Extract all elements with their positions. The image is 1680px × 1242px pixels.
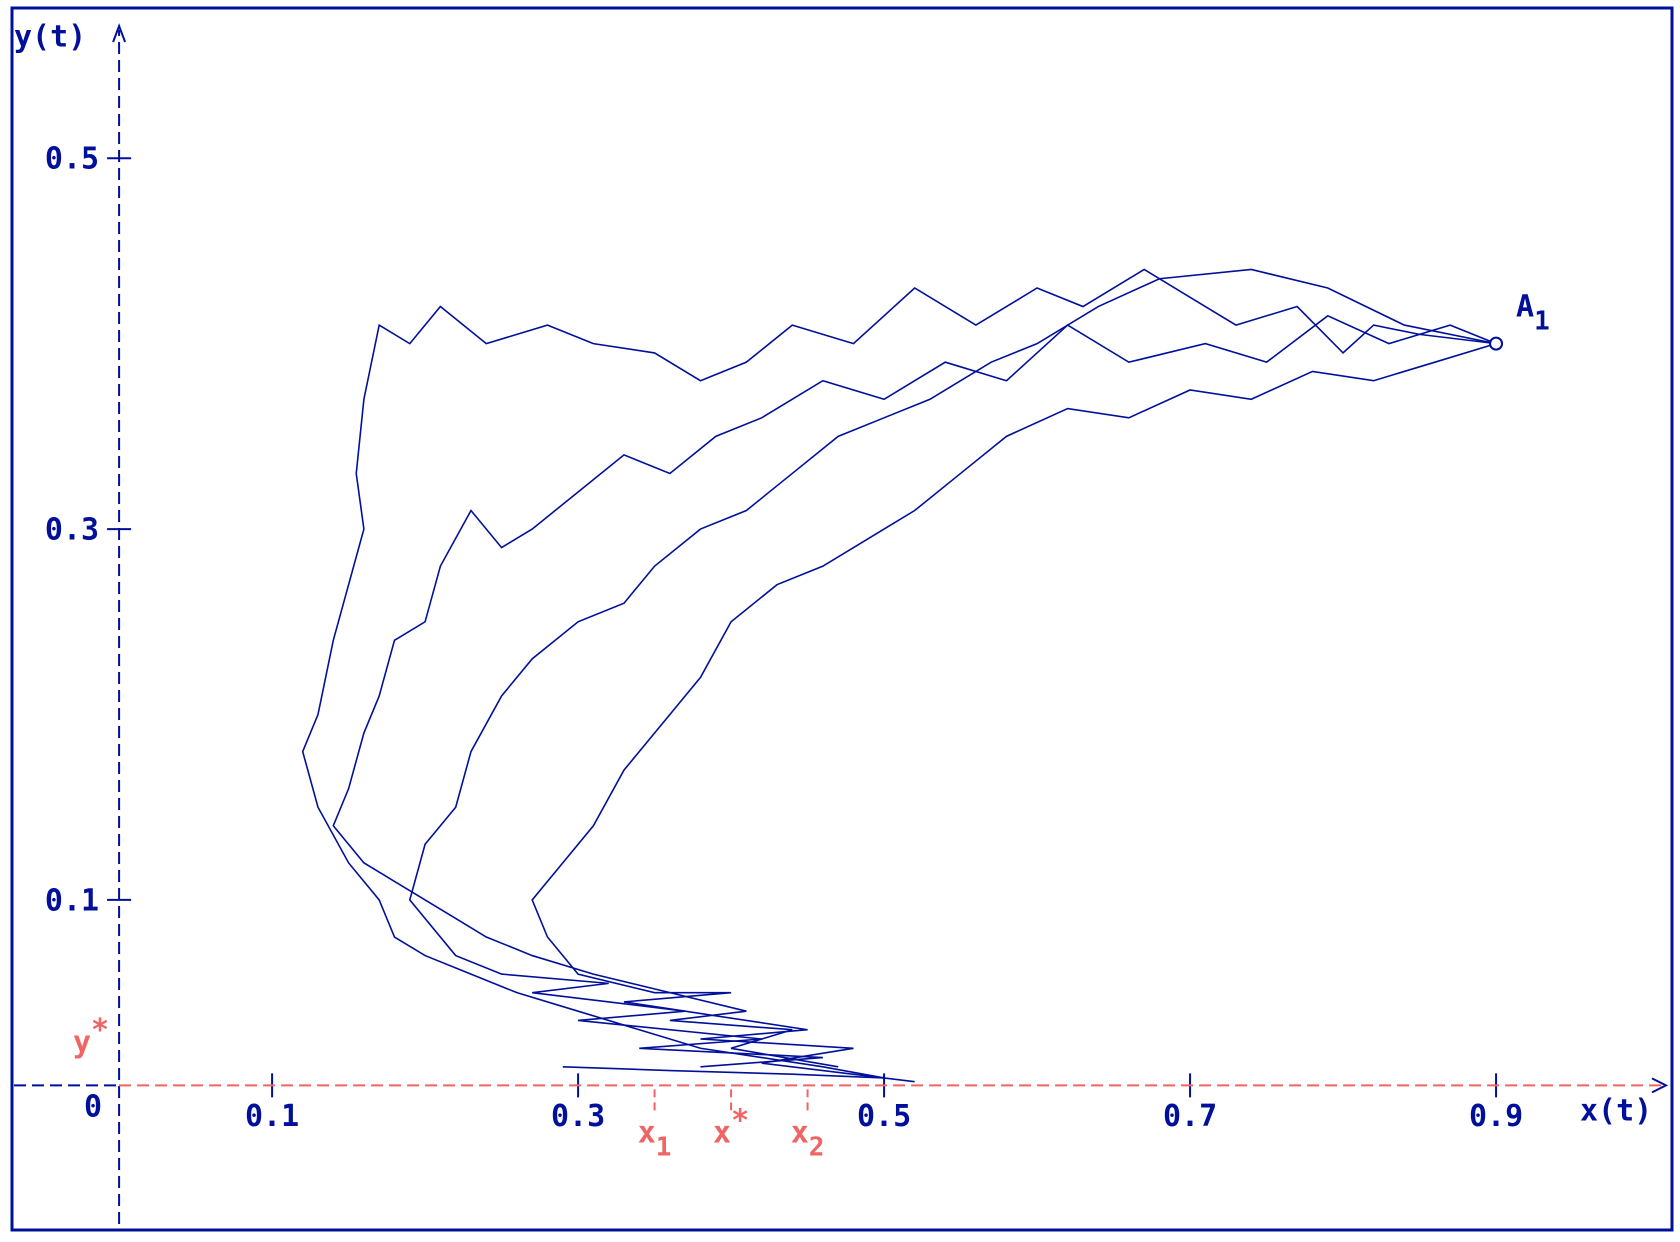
point-label-sub: 1 [1534,306,1550,336]
x-tick-label: 0.7 [1163,1099,1217,1134]
point-label-text: A [1516,289,1534,324]
trajectory [531,342,1497,1083]
x-tick-label: 0.3 [551,1099,605,1134]
x-marker-label-text: x [638,1115,656,1150]
x-marker-label-sub: 1 [656,1132,672,1162]
x-tick-label: 0.5 [857,1099,911,1134]
y-axis-arrow [112,23,127,43]
y-marker-label-text: y [73,1024,91,1059]
y-marker-label: y* [73,1012,109,1059]
trajectory [408,268,1497,1068]
x-axis-arrow [1651,1077,1669,1094]
y-tick-label: 0.5 [45,142,99,177]
x-marker-label: x2 [791,1115,825,1162]
start-point [1489,336,1504,351]
y-tick-label: 0.1 [45,883,99,918]
x-marker-label-sup: * [731,1103,749,1138]
x-marker-label-text: x [791,1115,809,1150]
x-marker-label-sub: 2 [809,1132,825,1162]
point-label: A1 [1516,289,1550,336]
x-tick-label: 0.9 [1469,1099,1523,1134]
frame [10,6,1674,1232]
trajectory [301,268,1497,1079]
x-marker-label: x* [713,1103,749,1150]
trajectory [332,314,1497,1068]
x-tick-label: 0.1 [245,1099,299,1134]
x-marker-label: x1 [638,1115,672,1162]
y-marker-label-sup: * [91,1012,109,1047]
y-axis-label: y(t) [14,20,86,55]
origin-label: 0 [84,1090,102,1125]
x-axis-label: x(t) [1580,1094,1652,1129]
x-marker-label-text: x [713,1115,731,1150]
y-tick-label: 0.3 [45,513,99,548]
